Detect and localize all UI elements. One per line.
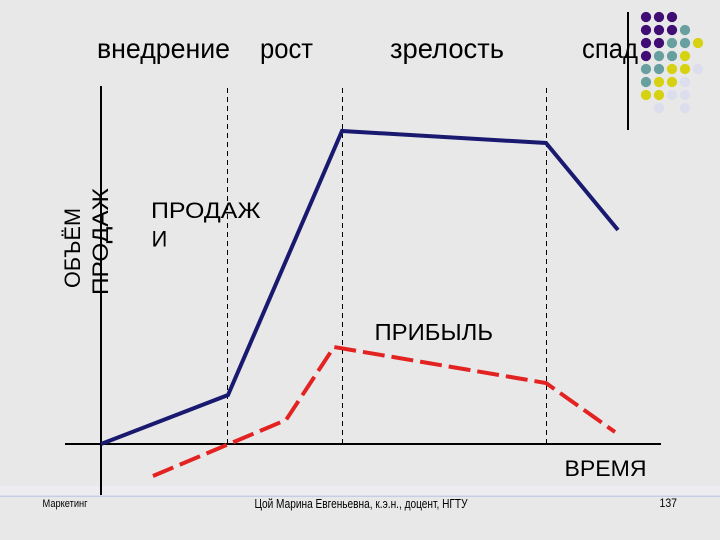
svg-text:137: 137 xyxy=(660,496,678,510)
svg-text:Маркетинг: Маркетинг xyxy=(43,498,88,510)
svg-text:ПРОДАЖ: ПРОДАЖ xyxy=(151,198,261,223)
svg-text:рост: рост xyxy=(260,33,313,64)
svg-text:И: И xyxy=(152,227,168,252)
svg-text:ПРИБЫЛЬ: ПРИБЫЛЬ xyxy=(375,319,494,345)
svg-text:ВРЕМЯ: ВРЕМЯ xyxy=(565,456,647,481)
svg-text:ПРОДАЖ: ПРОДАЖ xyxy=(88,187,113,295)
svg-text:ОБЪЁМ: ОБЪЁМ xyxy=(60,208,85,288)
svg-text:Цой Марина Евгеньевна, к.э.н.,: Цой Марина Евгеньевна, к.э.н., доцент, Н… xyxy=(255,496,469,511)
svg-text:зрелость: зрелость xyxy=(390,33,504,64)
svg-text:внедрение: внедрение xyxy=(97,33,230,64)
svg-text:спад: спад xyxy=(582,33,638,64)
